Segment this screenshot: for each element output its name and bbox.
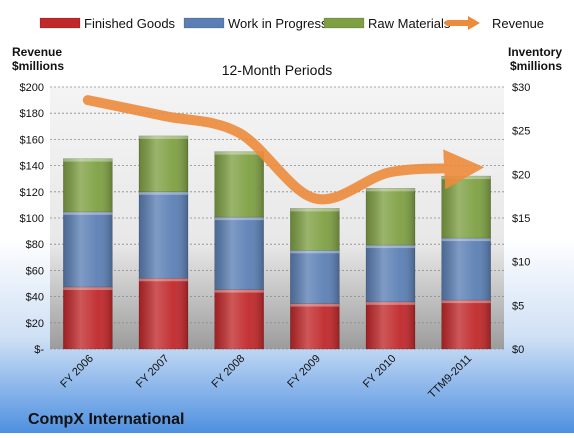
bar-segment-highlight <box>214 289 264 293</box>
legend-label: Work in Progress <box>228 16 328 31</box>
bar-segment-shading <box>139 135 188 192</box>
bar-segment-highlight <box>366 245 415 249</box>
bar-segment-shading <box>366 188 415 246</box>
left-tick-label: $140 <box>20 161 44 173</box>
bar-segment-shading <box>290 250 340 304</box>
left-tick-label: $- <box>34 344 44 356</box>
left-tick-label: $100 <box>20 213 44 225</box>
bar-segment-shading <box>366 245 415 302</box>
left-tick-label: $160 <box>20 134 44 146</box>
right-axis-label-line2: $millions <box>510 59 562 73</box>
bar-segment-shading <box>441 238 491 301</box>
chart-title: 12-Month Periods <box>222 62 333 78</box>
legend-swatch-arrow <box>468 16 480 30</box>
left-tick-label: $120 <box>20 187 44 199</box>
legend-label: Raw Materials <box>368 16 451 31</box>
legend: Finished Goods Work in Progress Raw Materi… <box>39 16 544 31</box>
bar-segment-highlight <box>441 176 491 180</box>
legend-swatch <box>183 17 225 29</box>
left-axis-label-line2: $millions <box>12 59 64 73</box>
bar-segment-highlight <box>214 217 264 221</box>
legend-label: Revenue <box>492 16 544 31</box>
bar-segment-highlight <box>366 301 415 305</box>
bar-segment-highlight <box>290 250 340 254</box>
bar-segment-highlight <box>63 158 113 162</box>
bar-segment-highlight <box>366 188 415 192</box>
bar-segment-shading <box>139 191 188 279</box>
right-tick-label: $30 <box>512 82 530 94</box>
bar-segment-shading <box>214 151 264 218</box>
revenue-line <box>82 95 485 205</box>
bar-segment-highlight <box>139 278 188 282</box>
bar-segment-highlight <box>441 238 491 242</box>
left-axis-label-line1: Revenue <box>12 45 62 59</box>
bar-segment-highlight <box>290 303 340 307</box>
bar-segment-shading <box>139 278 188 349</box>
bar-segment-shading <box>290 208 340 251</box>
bar-segment-shading <box>366 301 415 349</box>
bar-segment-shading <box>63 211 113 287</box>
bar-segment-highlight <box>290 208 340 212</box>
right-tick-label: $15 <box>512 213 530 225</box>
bar-segment-shading <box>441 176 491 239</box>
legend-item: Raw Materials <box>323 16 451 31</box>
right-axis-label-line1: Inventory <box>508 45 562 59</box>
right-tick-label: $25 <box>512 126 530 138</box>
bar-segment-highlight <box>139 135 188 139</box>
bar-segment-shading <box>290 303 340 349</box>
right-tick-label: $20 <box>512 169 530 181</box>
legend-item: Finished Goods <box>39 16 176 31</box>
bar-segment-shading <box>63 286 113 349</box>
left-tick-label: $180 <box>20 108 44 120</box>
bar-segment-highlight <box>139 191 188 195</box>
right-tick-label: $5 <box>512 300 524 312</box>
bar-segment-shading <box>63 158 113 212</box>
legend-item: Work in Progress <box>183 16 328 31</box>
bar-segment-shading <box>441 300 491 349</box>
bar-segment-highlight <box>214 151 264 155</box>
legend-item: Revenue <box>445 16 544 31</box>
left-tick-label: $80 <box>26 239 44 251</box>
legend-swatch <box>323 17 365 29</box>
bar-segment-shading <box>214 217 264 290</box>
right-tick-label: $0 <box>512 344 524 356</box>
legend-swatch <box>39 17 81 29</box>
left-tick-label: $60 <box>26 265 44 277</box>
bar-segment-shading <box>214 289 264 349</box>
legend-label: Finished Goods <box>84 16 176 31</box>
bar-segment-highlight <box>63 211 113 215</box>
left-tick-label: $40 <box>26 292 44 304</box>
bar-segment-highlight <box>441 300 491 304</box>
revenue-line-group <box>82 95 485 205</box>
bar-segment-highlight <box>63 286 113 290</box>
company-name: CompX International <box>28 411 184 428</box>
left-tick-label: $200 <box>20 82 44 94</box>
right-tick-label: $10 <box>512 257 530 269</box>
plot-area <box>50 87 504 349</box>
left-tick-label: $20 <box>26 318 44 330</box>
